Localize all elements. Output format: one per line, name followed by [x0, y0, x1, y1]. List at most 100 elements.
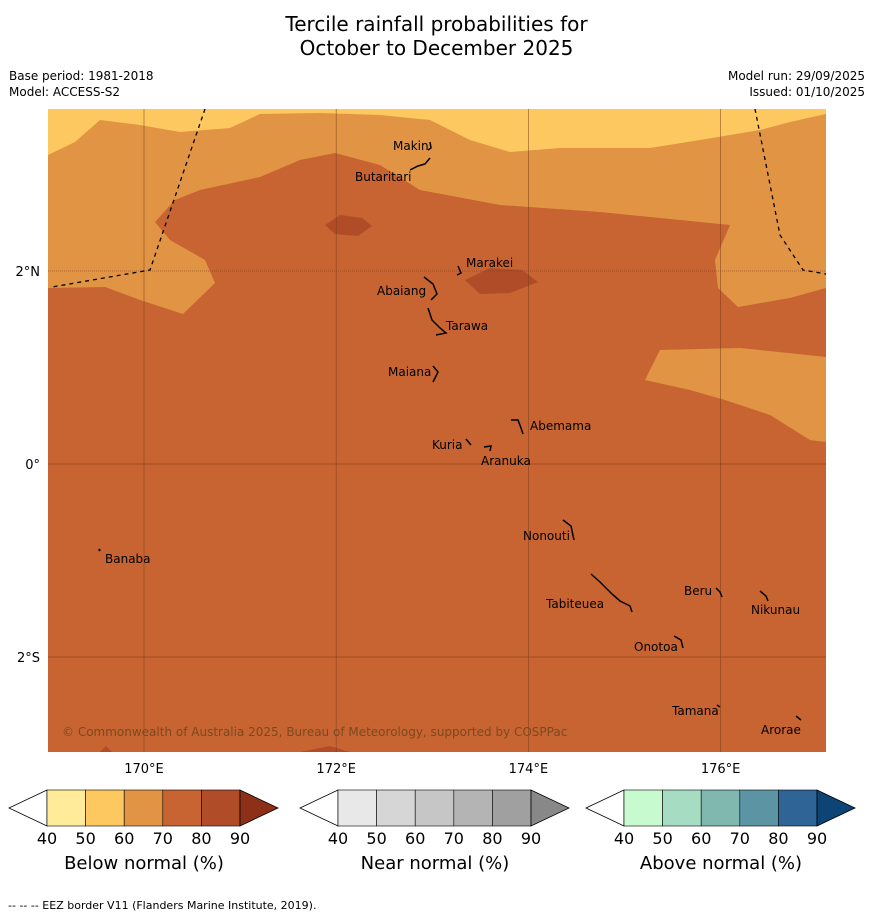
colorbar-segment [662, 789, 702, 827]
colorbar-2: 40 50 60 70 80 90 [585, 789, 856, 848]
island-label-maiana: Maiana [388, 365, 431, 379]
field-60-70-north [48, 109, 826, 314]
colorbar-tick-label: 60 [114, 829, 134, 848]
meta-left: Base period: 1981-2018 Model: ACCESS-S2 [9, 68, 154, 100]
colorbar-tick-label: 80 [191, 829, 211, 848]
copyright-notice: © Commonwealth of Australia 2025, Bureau… [62, 725, 567, 739]
island-label-banaba: Banaba [105, 552, 151, 566]
island-label-aranuka: Aranuka [481, 454, 531, 468]
colorbar-title-above: Above normal (%) [639, 853, 803, 874]
island-label-tabiteuea: Tabiteuea [545, 597, 604, 611]
lon-tick-label: 174°E [509, 762, 549, 777]
colorbar-tick-label: 80 [482, 829, 502, 848]
lat-tick-label: 2°N [16, 265, 41, 280]
island-tabiteuea-shape [590, 573, 633, 613]
island-makin-shape [427, 141, 432, 151]
probability-fields: Makin Butaritari Marakei Abaiang Tarawa Maian… [48, 109, 826, 752]
field-80-90-patch-b [465, 268, 538, 294]
island-label-abemama: Abemama [530, 419, 591, 433]
island-labels: Makin Butaritari Marakei Abaiang Tarawa Maian… [105, 139, 801, 737]
model-name: Model: ACCESS-S2 [9, 85, 121, 99]
field-80-90-patch-c [300, 746, 350, 752]
colorbar-tick-label: 60 [691, 829, 711, 848]
island-beru-shape [715, 587, 723, 598]
field-80-90-patch-a [325, 215, 372, 236]
island-maiana-shape [432, 365, 439, 383]
lat-tick-label: 0° [25, 458, 40, 473]
island-kuria-shape [465, 438, 472, 446]
island-label-butaritari: Butaritari [355, 170, 412, 184]
island-nonouti-shape [562, 519, 575, 541]
island-abaiang-shape [423, 276, 438, 301]
colorbar-tick-label: 50 [366, 829, 386, 848]
colorbar-segment [162, 789, 202, 827]
colorbar-tick-label: 50 [652, 829, 672, 848]
island-label-abaiang: Abaiang [377, 284, 426, 298]
island-nikunau-shape [759, 590, 769, 602]
colorbar-segment [739, 789, 779, 827]
island-label-nikunau: Nikunau [751, 603, 800, 617]
title-line-2: October to December 2025 [299, 36, 574, 60]
island-tarawa-shape [427, 307, 448, 336]
island-label-arorae: Arorae [761, 723, 801, 737]
field-60-70-southeast [645, 348, 826, 442]
field-80-90-patch-d [100, 746, 112, 752]
colorbar-segment [453, 789, 493, 827]
lat-tick-label: 2°S [17, 651, 40, 666]
title-line-1: Tercile rainfall probabilities for [285, 12, 588, 36]
colorbar-min-extend [299, 789, 339, 827]
colorbar-tick-label: 40 [614, 829, 634, 848]
colorbar-segment [414, 789, 455, 827]
model-run: Model run: 29/09/2025 [727, 69, 865, 83]
colorbar-segment [376, 789, 416, 827]
colorbar-tick-label: 50 [75, 829, 95, 848]
colorbar-segment [778, 789, 818, 827]
colorbar-1: 40 50 60 70 80 90 [299, 789, 570, 848]
colorbar-tick-label: 40 [37, 829, 57, 848]
colorbar-max-extend [816, 789, 856, 827]
island-label-onotoa: Onotoa [634, 640, 678, 654]
colorbar-segment [123, 789, 164, 827]
field-50-60-north [48, 109, 826, 155]
island-label-tarawa: Tarawa [445, 319, 488, 333]
map-title: Tercile rainfall probabilities for Octob… [0, 12, 873, 60]
island-label-makin: Makin [393, 139, 429, 153]
island-label-kuria: Kuria [432, 438, 463, 452]
colorbar-title-near: Near normal (%) [360, 853, 510, 874]
axis-labels: 170°E 172°E 174°E 176°E 2°N 0° 2°S [16, 265, 741, 777]
issued-date: Issued: 01/10/2025 [749, 85, 865, 99]
island-tamana-shape [716, 704, 721, 708]
eez-border-east [754, 109, 826, 275]
island-abemama-shape [511, 419, 524, 435]
island-marakei-shape [456, 265, 462, 276]
colorbar-tick-label: 90 [807, 829, 827, 848]
colorbar-segment [700, 789, 741, 827]
island-onotoa-shape [673, 635, 684, 649]
base-period: Base period: 1981-2018 [9, 69, 154, 83]
eez-border-west [51, 109, 206, 288]
island-butaritari-shape [409, 157, 431, 171]
colorbar-tick-label: 70 [153, 829, 173, 848]
islands-layer [98, 141, 802, 721]
lon-tick-label: 176°E [701, 762, 741, 777]
colorbar-title-below: Below normal (%) [64, 853, 224, 874]
gridlines [48, 109, 826, 752]
colorbar-tick-label: 70 [730, 829, 750, 848]
colorbar-min-extend [585, 789, 625, 827]
colorbar-segment [492, 789, 532, 827]
meta-right: Model run: 29/09/2025 Issued: 01/10/2025 [728, 68, 865, 100]
colorbar-max-extend [239, 789, 279, 827]
colorbar-segment [85, 789, 125, 827]
island-aranuka-shape [483, 445, 492, 452]
island-arorae-shape [795, 715, 802, 721]
colorbar-min-extend [8, 789, 48, 827]
island-label-nonouti: Nonouti [523, 529, 570, 543]
colorbar-tick-label: 90 [521, 829, 541, 848]
colorbar-tick-label: 60 [405, 829, 425, 848]
colorbar-tick-label: 90 [230, 829, 250, 848]
colorbar-max-extend [530, 789, 570, 827]
colorbar-tick-label: 70 [444, 829, 464, 848]
island-label-beru: Beru [684, 584, 712, 598]
island-label-marakei: Marakei [466, 256, 513, 270]
